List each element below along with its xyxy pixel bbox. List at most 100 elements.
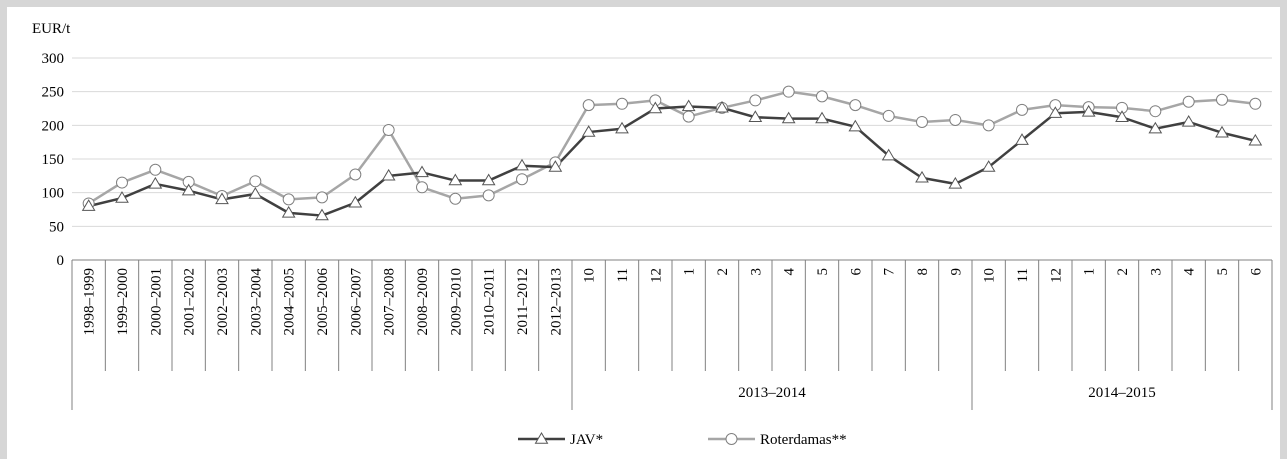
jav-point: [148, 176, 163, 189]
x-tick-label: 9: [948, 268, 964, 276]
jav-point: [781, 111, 796, 124]
x-tick-label: 1999–2000: [115, 268, 131, 336]
y-tick-label: 0: [57, 253, 65, 269]
roterdamas-point: [1216, 93, 1228, 106]
roterdamas-point: [816, 90, 828, 103]
jav-point: [815, 111, 829, 124]
jav-point: [281, 205, 296, 218]
y-tick-label: 300: [42, 51, 65, 67]
jav-point: [1215, 125, 1229, 138]
jav-point: [1148, 121, 1163, 134]
jav-point: [481, 173, 496, 186]
roterdamas-point: [449, 192, 462, 205]
jav-point: [1181, 114, 1196, 127]
series-line-jav: [88, 105, 1256, 217]
x-tick-label: 7: [882, 268, 898, 276]
roterdamas-point: [682, 110, 695, 123]
jav-point: [248, 187, 263, 199]
x-tick-label: 2: [715, 268, 731, 276]
roterdamas-point: [282, 193, 295, 206]
roterdamas-point: [916, 115, 928, 128]
jav-point: [648, 101, 663, 114]
x-tick-label: 2002–2003: [215, 268, 231, 336]
jav-point: [948, 176, 963, 189]
jav-point: [681, 99, 696, 112]
x-tick-label: 12: [1048, 268, 1064, 283]
legend-marker-roterdamas: [725, 433, 738, 445]
roterdamas-point: [582, 99, 595, 112]
x-tick-label: 2003–2004: [248, 268, 264, 336]
roterdamas-point: [949, 113, 962, 126]
x-tick-label: 2007–2008: [382, 268, 398, 336]
jav-point: [81, 199, 96, 211]
jav-point: [1248, 133, 1263, 146]
jav-point: [848, 119, 863, 132]
jav-point: [748, 110, 763, 122]
x-tick-label: 6: [1248, 268, 1264, 276]
x-tick-label: 2009–2010: [448, 268, 464, 336]
roterdamas-point: [1149, 105, 1162, 118]
x-tick-label: 4: [782, 268, 798, 276]
roterdamas-point: [749, 94, 762, 107]
jav-point: [1015, 133, 1029, 145]
x-tick-label: 2004–2005: [282, 268, 298, 336]
x-tick-label: 2: [1115, 268, 1131, 276]
roterdamas-point: [416, 181, 428, 194]
y-tick-label: 250: [42, 85, 65, 101]
jav-point: [581, 125, 596, 137]
roterdamas-point: [1016, 103, 1028, 116]
roterdamas-point: [782, 85, 795, 98]
x-tick-label: 2006–2007: [348, 268, 364, 336]
y-axis-title: EUR/t: [32, 21, 71, 37]
legend-label-jav: JAV*: [570, 432, 603, 448]
x-group-label: 2014–2015: [1088, 385, 1156, 401]
x-tick-label: 2011–2012: [515, 268, 531, 335]
y-tick-label: 50: [49, 219, 64, 235]
x-tick-label: 8: [915, 268, 931, 276]
x-tick-label: 2010–2011: [482, 268, 498, 335]
jav-point: [115, 191, 129, 203]
jav-point: [515, 158, 529, 171]
x-tick-label: 3: [748, 268, 764, 276]
jav-point: [715, 100, 729, 113]
jav-point: [615, 121, 629, 134]
jav-point: [348, 195, 363, 208]
x-tick-label: 2005–2006: [315, 268, 331, 336]
x-tick-label: 5: [815, 268, 831, 276]
x-tick-label: 1: [1082, 268, 1098, 276]
legend-marker-jav: [534, 432, 549, 444]
roterdamas-point: [382, 124, 395, 137]
x-tick-label: 2012–2013: [548, 268, 564, 336]
roterdamas-point: [349, 168, 362, 181]
jav-point: [981, 160, 996, 172]
x-tick-label: 2001–2002: [182, 268, 198, 336]
roterdamas-point: [149, 163, 162, 176]
jav-point: [381, 168, 396, 181]
roterdamas-point: [1249, 97, 1262, 110]
roterdamas-point: [982, 119, 995, 132]
jav-point: [1048, 106, 1063, 118]
x-tick-label: 2008–2009: [415, 268, 431, 336]
jav-point: [315, 208, 329, 221]
roterdamas-point: [316, 191, 328, 204]
jav-point: [1115, 110, 1129, 122]
legend-label-roterdamas: Roterdamas**: [760, 432, 847, 448]
x-tick-label: 11: [1015, 268, 1031, 282]
x-tick-label: 11: [615, 268, 631, 282]
x-tick-label: 2000–2001: [148, 268, 164, 336]
x-tick-label: 5: [1215, 268, 1231, 276]
jav-point: [181, 183, 196, 196]
x-tick-label: 1998–1999: [82, 268, 98, 336]
jav-point: [1081, 104, 1096, 117]
jav-point: [548, 160, 563, 172]
x-tick-label: 12: [648, 268, 664, 283]
y-tick-label: 200: [42, 118, 65, 134]
jav-point: [915, 170, 929, 183]
legend: JAV* Roterdamas**: [518, 432, 847, 448]
jav-point: [215, 192, 229, 205]
roterdamas-point: [849, 99, 862, 112]
roterdamas-point: [116, 176, 128, 189]
x-group-label: 2013–2014: [738, 385, 806, 401]
